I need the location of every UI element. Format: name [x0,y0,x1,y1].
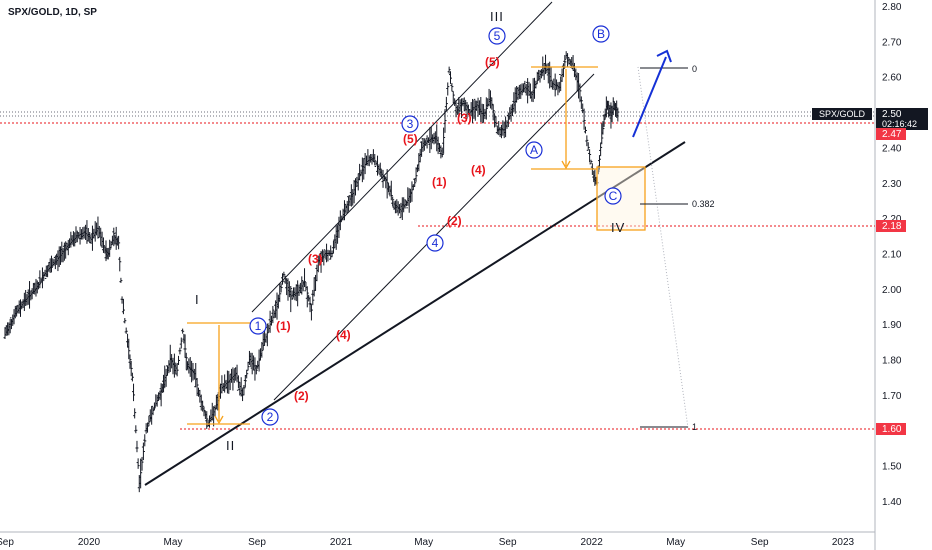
y-tick-label: 2.30 [882,179,902,190]
y-tick-label: 1.90 [882,320,902,331]
countdown-text: 02:16:42 [882,119,917,129]
wave-label-blue-a: A [530,143,538,157]
price-badges: SPX/GOLD 2.50 02:16:42 2.47 2.18 1.60 [812,108,928,435]
x-tick-label: May [414,537,433,548]
level-badge-218 [876,220,906,232]
y-tick-label: 2.20 [882,214,902,225]
y-tick-label: 2.70 [882,37,902,48]
wave-label-iii: III [490,9,504,24]
wave-circle-4 [426,234,444,252]
wave-label-red-3b: (3) [457,111,472,125]
level-lines [0,111,875,430]
projection-arrowhead [656,49,672,63]
y-tick-label: 1.80 [882,356,902,367]
y-tick-label: 1.50 [882,462,902,473]
last-price-badge [876,108,928,130]
wave-circle-c [604,187,622,205]
x-tick-label: Sep [499,537,517,548]
measure-1-arrowhead [214,415,224,425]
wave-label-blue-5: 5 [494,29,501,43]
wave-label-red-5a: (5) [403,132,418,146]
x-tick-label: 2020 [78,537,101,548]
projection-arrow[interactable] [632,49,672,138]
y-tick-label: 2.60 [882,73,902,84]
level-badge-247-text: 2.47 [882,129,902,140]
wave-label-red-5b: (5) [485,55,500,69]
wave-label-blue-4: 4 [432,236,439,250]
x-tick-label: Sep [248,537,266,548]
x-tick-label: 2023 [832,537,855,548]
wave-circle-b [592,25,610,43]
x-tick-label: May [164,537,183,548]
intermediate-wave-labels: (1) (2) (3) (4) (5) (1) (2) (3) (4) (5) [276,55,500,403]
wave-label-iv: IV [611,220,625,235]
time-axis[interactable]: Sep 2020 May Sep 2021 May Sep 2022 May Sep 2023 [0,537,855,548]
wave-label-red-4b: (4) [471,163,486,177]
wave-label-blue-c: C [609,189,618,203]
projection-arrow-shaft [632,56,667,138]
upper-channel-line[interactable] [251,1,553,313]
symbol-badge-text: SPX/GOLD [819,109,866,119]
fib-label-1: 1 [692,422,697,432]
price-series [3,51,620,493]
x-tick-label: Sep [0,537,14,548]
y-tick-label: 2.00 [882,285,902,296]
minor-wave-labels: 1 2 3 4 5 A B C [249,25,622,426]
x-tick-label: 2022 [581,537,604,548]
wave-label-red-1a: (1) [276,319,291,333]
y-tick-label: 1.70 [882,391,902,402]
level-badge-160-text: 1.60 [882,424,902,435]
fib-diagonal [637,66,689,429]
wave-circle-a [525,141,543,159]
wave-circle-2 [261,408,279,426]
wave-label-red-3a: (3) [308,252,323,266]
level-badge-218-text: 2.18 [882,221,902,232]
wave-label-blue-b: B [597,27,605,41]
chart-title: SPX/GOLD, 1D, SP [8,7,97,18]
wave-label-red-2b: (2) [447,214,462,228]
wave-label-blue-2: 2 [267,410,274,424]
wave-circle-1 [249,317,267,335]
wave-label-blue-3: 3 [407,117,414,131]
wave-label-i: I [195,292,200,307]
x-tick-label: May [666,537,685,548]
level-badge-247 [876,128,906,140]
fibonacci-tool: 0 0.382 1 [637,64,715,432]
last-price-text: 2.50 [882,109,902,120]
y-tick-label: 2.40 [882,143,902,154]
wave-label-blue-1: 1 [255,319,262,333]
fib-label-0382: 0.382 [692,199,715,209]
wave-circle-5 [488,27,506,45]
x-tick-label: 2021 [330,537,353,548]
main-trendline[interactable] [144,141,686,486]
y-tick-label: 2.10 [882,250,902,261]
y-tick-label: 1.40 [882,497,902,508]
wave-label-red-4a: (4) [336,328,351,342]
wave-circle-3 [401,115,419,133]
wave-label-ii: II [226,438,235,453]
measure-2-arrowhead [561,160,571,170]
plot-area[interactable] [0,0,875,532]
primary-wave-labels: I II III IV [195,9,625,453]
level-badge-160 [876,423,906,435]
fib-label-0: 0 [692,64,697,74]
wave-label-red-2a: (2) [294,389,309,403]
y-tick-label: 2.80 [882,2,902,13]
wave-label-red-1b: (1) [432,175,447,189]
x-tick-label: Sep [751,537,769,548]
symbol-badge [812,108,872,120]
